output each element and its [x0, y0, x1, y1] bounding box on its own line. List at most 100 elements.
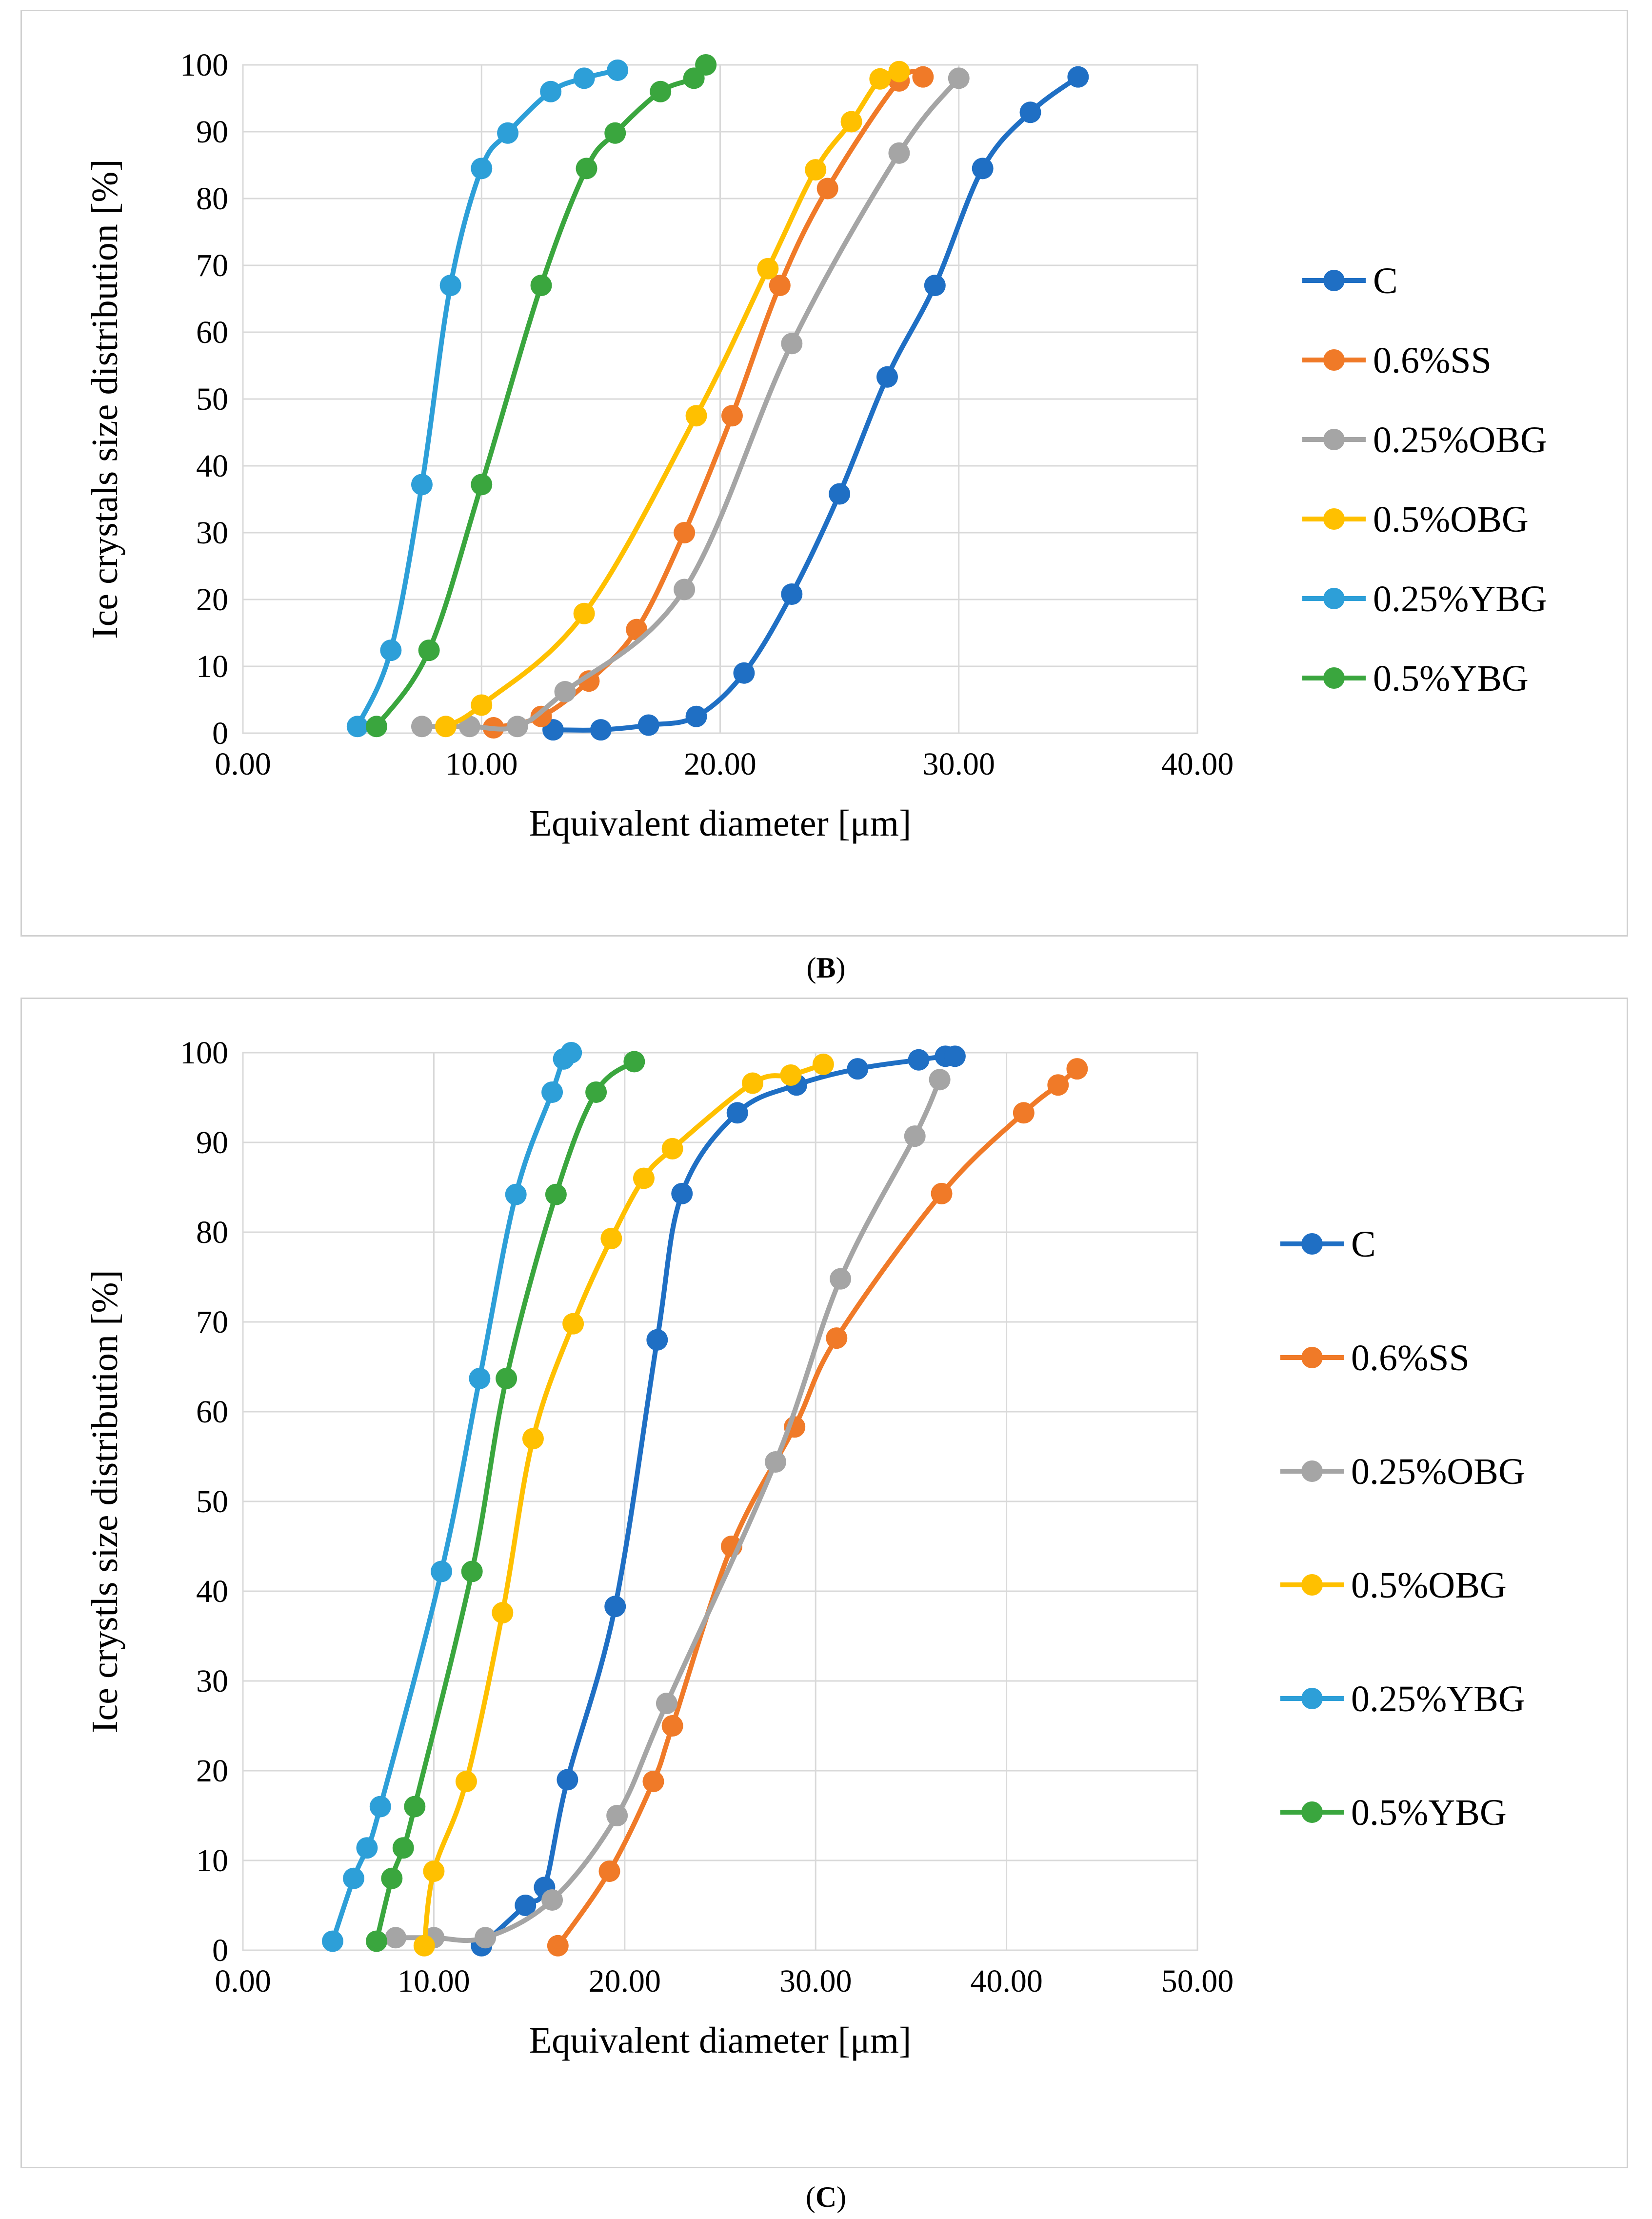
data-point — [578, 670, 600, 692]
data-point — [497, 122, 519, 144]
data-point — [929, 1069, 951, 1091]
data-point — [321, 1930, 343, 1952]
x-tick-label: 20.00 — [589, 1963, 661, 1999]
data-point — [633, 1167, 655, 1189]
data-point — [492, 1602, 514, 1624]
data-point — [458, 716, 480, 738]
data-point — [780, 1064, 802, 1086]
x-tick-label: 10.00 — [445, 746, 518, 782]
legend-swatch-marker — [1301, 1233, 1323, 1255]
data-point — [522, 1428, 544, 1450]
data-point — [674, 522, 696, 543]
legend-label: 0.5%OBG — [1373, 499, 1529, 540]
series-line — [419, 76, 961, 732]
data-point — [461, 1560, 483, 1582]
data-point — [515, 1895, 537, 1916]
data-point — [1013, 1102, 1035, 1124]
legend-swatch-marker — [1301, 1574, 1323, 1596]
x-axis-title: Equivalent diameter [μm] — [529, 803, 912, 844]
data-point — [765, 1451, 787, 1473]
data-point — [475, 1927, 497, 1949]
caption-b: (B) — [806, 952, 846, 984]
data-point — [826, 1327, 848, 1349]
y-tick-label: 100 — [180, 47, 228, 83]
data-point — [931, 1182, 953, 1204]
legend-swatch-marker — [1323, 508, 1345, 530]
data-point — [721, 405, 743, 427]
y-axis-title: Ice crystals size distribution [%] — [84, 159, 125, 639]
y-tick-label: 30 — [196, 515, 228, 551]
data-point — [541, 1081, 563, 1103]
legend-label: 0.5%OBG — [1351, 1565, 1507, 1606]
y-tick-label: 20 — [196, 1753, 228, 1789]
data-point — [506, 716, 528, 738]
y-tick-label: 10 — [196, 649, 228, 684]
data-point — [781, 583, 803, 605]
data-point — [1066, 1058, 1088, 1080]
data-point — [560, 1042, 582, 1063]
data-point — [829, 483, 851, 505]
legend-swatch-marker — [1323, 349, 1345, 371]
legend-swatch-marker — [1323, 588, 1345, 609]
legend-swatch-marker — [1301, 1460, 1323, 1482]
data-point — [685, 705, 707, 727]
data-point — [888, 60, 910, 82]
data-point — [540, 80, 562, 102]
series-line — [421, 1061, 826, 1948]
y-tick-label: 40 — [196, 448, 228, 484]
data-point — [781, 333, 803, 355]
legend-swatch-marker — [1301, 1688, 1323, 1709]
data-point — [805, 159, 827, 181]
data-point — [411, 716, 433, 738]
data-point — [435, 716, 457, 738]
legend-swatch-marker — [1323, 270, 1345, 291]
y-tick-label: 60 — [196, 1394, 228, 1430]
caption-c: (C) — [805, 2181, 847, 2213]
y-tick-label: 70 — [196, 1304, 228, 1340]
series-3 — [413, 1053, 834, 1957]
y-tick-label: 80 — [196, 181, 228, 217]
y-tick-label: 60 — [196, 315, 228, 350]
y-tick-label: 20 — [196, 582, 228, 618]
data-point — [642, 1771, 664, 1793]
chart-panel-b: 0 10 20 30 40 50 60 70 80 90 100 0.00 10.00 20.00 30.0… — [20, 10, 1628, 937]
x-axis-title: Equivalent diameter [μm] — [529, 2020, 912, 2061]
data-point — [439, 275, 461, 297]
data-point — [381, 1867, 403, 1889]
legend-label: 0.25%OBG — [1351, 1451, 1525, 1492]
series-0 — [471, 1045, 966, 1957]
data-point — [573, 67, 595, 89]
series-5 — [365, 54, 717, 738]
legend-swatch-marker — [1301, 1347, 1323, 1368]
data-point — [606, 1805, 628, 1826]
data-point — [685, 405, 707, 427]
data-point — [733, 662, 755, 684]
data-point — [904, 1125, 926, 1147]
data-point — [1067, 66, 1089, 88]
data-point — [972, 158, 994, 180]
legend-label: 0.6%SS — [1351, 1338, 1470, 1379]
data-point — [496, 1367, 517, 1389]
x-tick-label: 50.00 — [1161, 1963, 1234, 1999]
data-point — [557, 1769, 578, 1791]
data-point — [585, 1081, 607, 1103]
y-tick-label: 80 — [196, 1215, 228, 1250]
data-point — [423, 1860, 445, 1882]
data-point — [847, 1058, 869, 1080]
series-2 — [385, 1069, 951, 1949]
data-point — [469, 1367, 491, 1389]
data-point — [541, 1889, 563, 1911]
data-point — [607, 59, 629, 81]
legend-label: 0.5%YBG — [1373, 658, 1529, 699]
data-point — [455, 1771, 477, 1793]
data-point — [830, 1268, 852, 1290]
data-point — [431, 1560, 453, 1582]
x-tick-label: 30.00 — [923, 746, 995, 782]
data-point — [924, 275, 946, 297]
y-tick-label: 40 — [196, 1574, 228, 1609]
chart-c-svg: 0 10 20 30 40 50 60 70 80 90 100 0.00 10.00 20.00 30.0… — [84, 1035, 1525, 2061]
data-point — [742, 1072, 764, 1094]
data-point — [530, 705, 552, 727]
y-tick-label: 0 — [212, 716, 228, 751]
data-point — [554, 681, 576, 703]
